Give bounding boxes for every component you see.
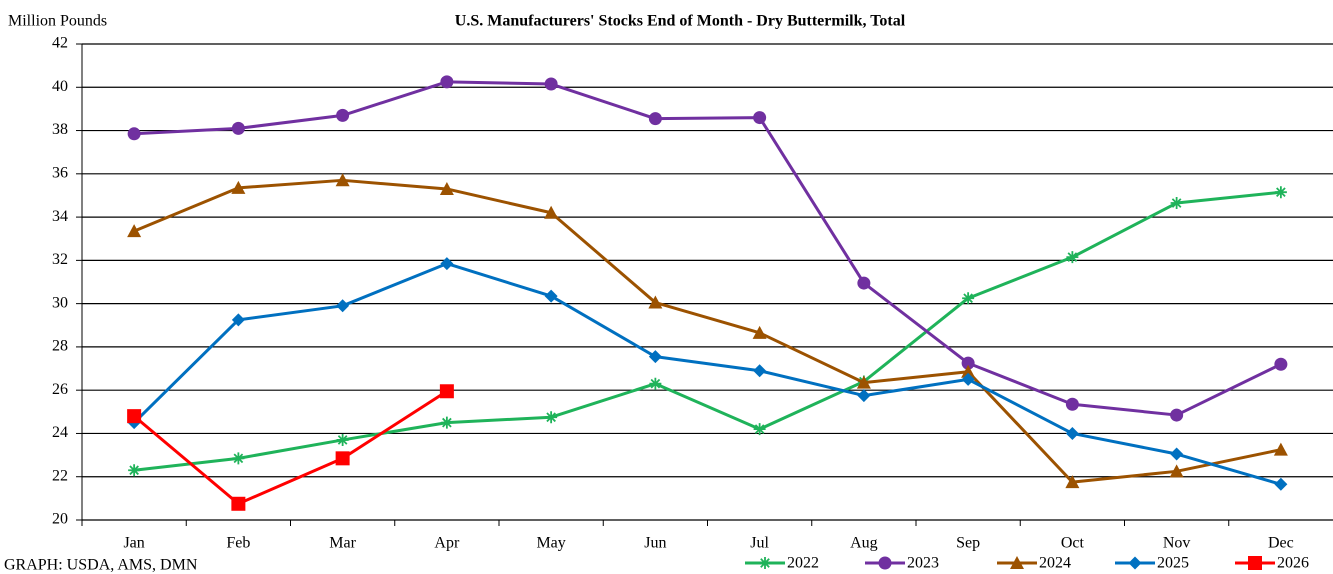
y-tick-label: 32 — [52, 251, 68, 268]
data-point — [544, 77, 558, 91]
legend-label: 2024 — [1039, 555, 1071, 572]
legend-label: 2022 — [787, 555, 819, 572]
series-line — [134, 80, 1282, 417]
data-point — [231, 313, 245, 327]
legend-marker — [878, 556, 892, 570]
data-point — [857, 389, 871, 403]
legend-label: 2023 — [907, 555, 939, 572]
data-point — [231, 180, 246, 194]
y-axis-label: Million Pounds — [8, 13, 107, 30]
x-tick-label: Aug — [850, 535, 878, 552]
x-tick-label: Jun — [644, 535, 666, 552]
y-tick-label: 20 — [52, 511, 68, 528]
data-point — [648, 295, 663, 309]
y-tick-label: 42 — [52, 35, 68, 52]
data-point — [128, 464, 141, 477]
series-line — [133, 390, 448, 506]
data-point — [127, 224, 142, 238]
x-tick-label: May — [536, 535, 565, 552]
y-tick-label: 24 — [52, 424, 68, 441]
y-tick-label: 26 — [52, 381, 68, 398]
data-point — [1169, 464, 1184, 478]
data-point — [1170, 408, 1184, 422]
legend-marker — [1010, 556, 1024, 569]
data-point — [544, 289, 558, 303]
data-point — [336, 433, 349, 446]
data-point — [753, 423, 766, 436]
data-point — [1065, 426, 1079, 440]
legend-marker — [759, 557, 771, 569]
data-point — [649, 377, 662, 390]
data-point — [1274, 477, 1288, 491]
data-point — [127, 127, 141, 141]
data-point — [231, 121, 245, 135]
y-tick-label: 40 — [52, 78, 68, 95]
x-tick-label: Jul — [750, 535, 769, 552]
data-point — [857, 276, 871, 290]
data-point — [439, 181, 454, 195]
data-point — [648, 350, 662, 364]
legend-marker — [1248, 556, 1262, 570]
data-point — [1065, 397, 1079, 411]
data-point — [1170, 197, 1183, 210]
x-tick-label: Dec — [1268, 535, 1294, 552]
data-point — [1066, 251, 1079, 264]
data-point — [752, 325, 767, 339]
data-point — [336, 299, 350, 313]
data-point — [440, 416, 453, 429]
data-point — [961, 364, 976, 378]
y-tick-label: 38 — [52, 121, 68, 138]
data-point — [440, 75, 454, 89]
legend-label: 2025 — [1157, 555, 1189, 572]
x-tick-label: Nov — [1163, 535, 1191, 552]
data-point — [1170, 447, 1184, 461]
y-tick-label: 36 — [52, 164, 68, 181]
y-tick-label: 28 — [52, 338, 68, 355]
source-note: GRAPH: USDA, AMS, DMN — [4, 557, 198, 574]
data-point — [440, 257, 454, 271]
data-point — [335, 173, 350, 187]
legend-marker — [1128, 556, 1142, 570]
data-point — [439, 384, 454, 399]
chart-title: U.S. Manufacturers' Stocks End of Month … — [455, 13, 906, 30]
data-point — [544, 205, 559, 219]
legend-label: 2026 — [1277, 555, 1309, 572]
y-tick-label: 30 — [52, 294, 68, 311]
data-point — [545, 411, 558, 424]
series-line — [133, 178, 1282, 484]
x-tick-label: Oct — [1061, 535, 1085, 552]
x-tick-label: Mar — [329, 535, 356, 552]
x-tick-label: Sep — [956, 535, 980, 552]
data-point — [335, 451, 350, 466]
data-point — [231, 496, 246, 511]
series-line — [133, 190, 1282, 472]
series-line — [133, 262, 1282, 486]
data-point — [961, 372, 975, 386]
data-point — [753, 364, 767, 378]
data-point — [232, 452, 245, 465]
y-tick-label: 22 — [52, 467, 68, 484]
data-point — [336, 108, 350, 122]
data-point — [962, 292, 975, 305]
data-point — [753, 111, 767, 125]
data-point — [856, 375, 871, 389]
x-tick-label: Jan — [123, 535, 144, 552]
x-tick-label: Apr — [434, 535, 460, 552]
data-point — [648, 112, 662, 126]
y-tick-label: 34 — [52, 208, 68, 225]
data-point — [1065, 475, 1080, 489]
data-point — [127, 409, 142, 424]
x-tick-label: Feb — [226, 535, 250, 552]
data-point — [1274, 186, 1287, 199]
data-point — [961, 356, 975, 370]
data-point — [1274, 357, 1288, 371]
data-point — [1273, 442, 1288, 456]
